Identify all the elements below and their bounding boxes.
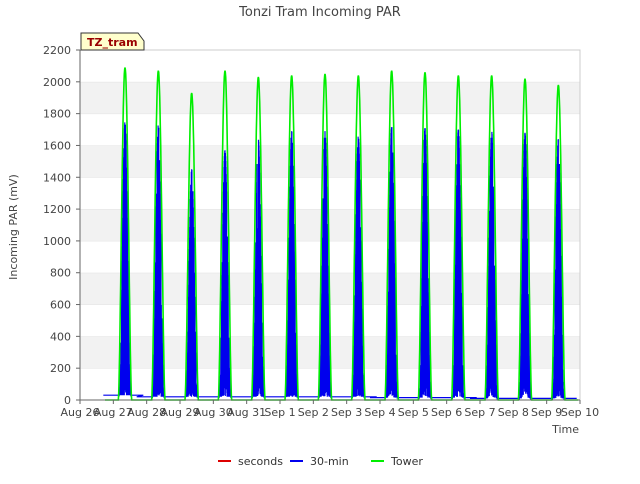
y-tick-label: 1200 (43, 203, 71, 216)
axes-group: 0 200 400 600 800 1000 1200 1400 1600 1800 2000 220… (43, 44, 599, 419)
grid-band (80, 177, 580, 210)
x-axis-label: Time (551, 423, 579, 436)
y-tick-label: 1800 (43, 108, 71, 121)
y-tick-label: 2200 (43, 44, 71, 57)
x-tick-label: Aug 31 (227, 406, 266, 419)
x-tick-label: Sep 2 (298, 406, 329, 419)
y-tick-label: 800 (50, 267, 71, 280)
grid-band (80, 209, 580, 241)
site-tag-label: TZ_tram (87, 36, 138, 49)
x-tick-label: Sep 1 (264, 406, 295, 419)
legend: seconds 30-min Tower (218, 455, 423, 468)
x-tick-label: Aug 29 (161, 406, 200, 419)
x-tick-label: Aug 28 (127, 406, 166, 419)
y-tick-label: 600 (50, 299, 71, 312)
x-tick-label: Sep 7 (464, 406, 495, 419)
series-30-min-line (103, 122, 577, 401)
grid-band (80, 81, 580, 114)
chart-title: Tonzi Tram Incoming PAR (238, 5, 401, 20)
y-tick-label: 400 (50, 330, 71, 343)
x-tick-label: Sep 5 (398, 406, 429, 419)
grid-band (80, 50, 580, 82)
x-tick-label: Sep 9 (531, 406, 562, 419)
grid-band (80, 113, 580, 146)
y-tick-label: 1000 (43, 235, 71, 248)
site-tag: TZ_tram (80, 32, 145, 51)
x-tick-label: Sep 8 (498, 406, 529, 419)
legend-label-Tower: Tower (390, 455, 423, 468)
y-tick-label: 0 (64, 394, 71, 407)
y-tick-label: 2000 (43, 76, 71, 89)
legend-label-seconds: seconds (238, 455, 283, 468)
x-tick-label: Aug 27 (94, 406, 133, 419)
x-tick-label: Sep 4 (364, 406, 395, 419)
x-tick-label: Aug 26 (61, 406, 100, 419)
y-tick-label: 1400 (43, 171, 71, 184)
x-tick-label: Aug 30 (194, 406, 233, 419)
x-tick-label: Sep 3 (331, 406, 362, 419)
y-tick-label: 200 (50, 362, 71, 375)
x-tick-label: Sep 10 (561, 406, 599, 419)
x-tick-label: Sep 6 (431, 406, 462, 419)
legend-label-30-min: 30-min (310, 455, 349, 468)
grid-band (80, 145, 580, 178)
site-tag-box (80, 32, 145, 51)
y-tick-label: 1600 (43, 139, 71, 152)
y-axis-label: Incoming PAR (mV) (7, 174, 20, 280)
grid-band (80, 240, 580, 273)
